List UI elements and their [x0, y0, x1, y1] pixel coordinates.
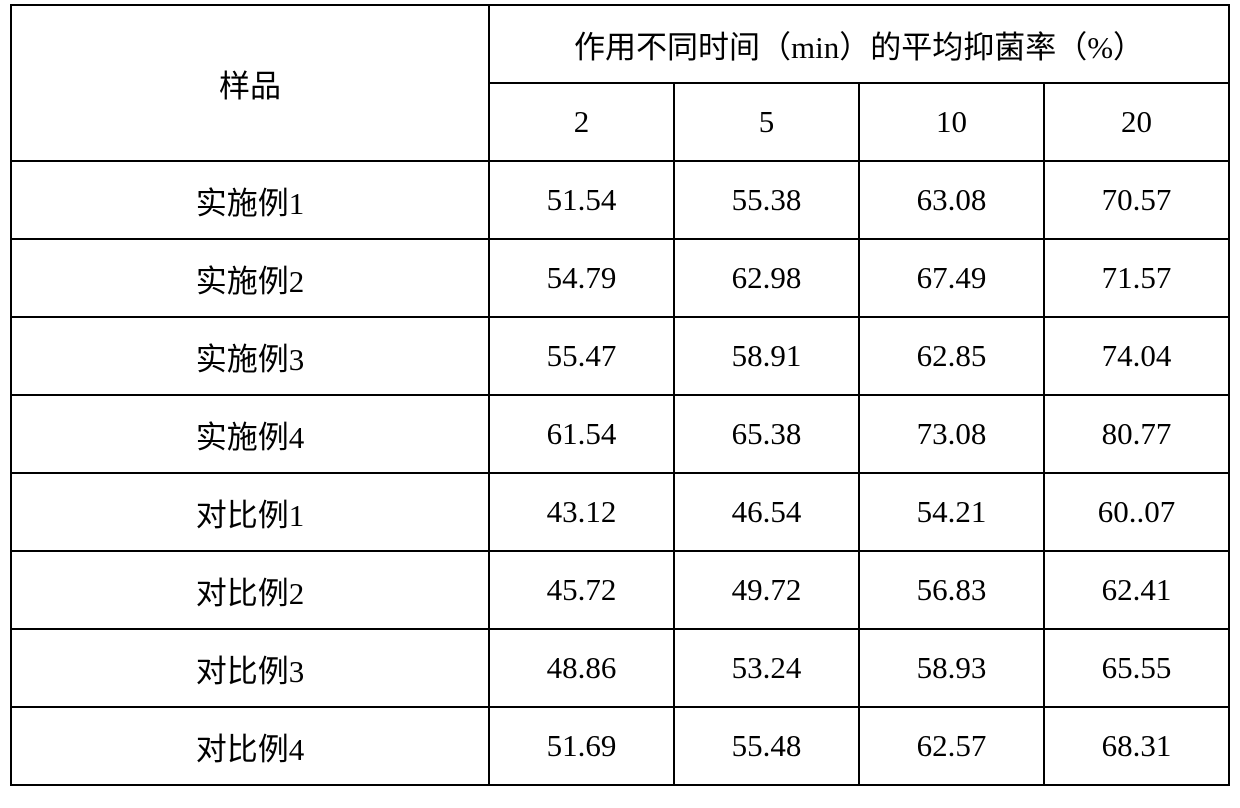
row0-label: 实施例1: [11, 161, 489, 239]
col-time-1: 5: [674, 83, 859, 161]
row5-col0: 45.72: [489, 551, 674, 629]
col-time-0: 2: [489, 83, 674, 161]
row6-label: 对比例3: [11, 629, 489, 707]
row3-col2: 73.08: [859, 395, 1044, 473]
row1-col3: 71.57: [1044, 239, 1229, 317]
table-row: 对比例2 45.72 49.72 56.83 62.41: [11, 551, 1229, 629]
row3-col1: 65.38: [674, 395, 859, 473]
inhibition-rate-table: 样品 作用不同时间（min）的平均抑菌率（%） 2 5 10 20 实施例1 5…: [10, 4, 1230, 786]
row6-col0: 48.86: [489, 629, 674, 707]
header-row: 样品 作用不同时间（min）的平均抑菌率（%）: [11, 5, 1229, 83]
row4-col2: 54.21: [859, 473, 1044, 551]
row5-col3: 62.41: [1044, 551, 1229, 629]
table-row: 实施例4 61.54 65.38 73.08 80.77: [11, 395, 1229, 473]
row6-col3: 65.55: [1044, 629, 1229, 707]
row3-label: 实施例4: [11, 395, 489, 473]
row2-col2: 62.85: [859, 317, 1044, 395]
row0-col2: 63.08: [859, 161, 1044, 239]
row4-col1: 46.54: [674, 473, 859, 551]
row4-label: 对比例1: [11, 473, 489, 551]
header-sample: 样品: [11, 5, 489, 161]
table-row: 对比例4 51.69 55.48 62.57 68.31: [11, 707, 1229, 785]
row0-col3: 70.57: [1044, 161, 1229, 239]
row0-col0: 51.54: [489, 161, 674, 239]
row5-col2: 56.83: [859, 551, 1044, 629]
row2-col1: 58.91: [674, 317, 859, 395]
table-row: 实施例3 55.47 58.91 62.85 74.04: [11, 317, 1229, 395]
row7-col3: 68.31: [1044, 707, 1229, 785]
row4-col0: 43.12: [489, 473, 674, 551]
row3-col3: 80.77: [1044, 395, 1229, 473]
row5-col1: 49.72: [674, 551, 859, 629]
row0-col1: 55.38: [674, 161, 859, 239]
row7-col1: 55.48: [674, 707, 859, 785]
row6-col1: 53.24: [674, 629, 859, 707]
row7-label: 对比例4: [11, 707, 489, 785]
table-row: 实施例2 54.79 62.98 67.49 71.57: [11, 239, 1229, 317]
row1-col0: 54.79: [489, 239, 674, 317]
col-time-3: 20: [1044, 83, 1229, 161]
row7-col0: 51.69: [489, 707, 674, 785]
row2-col0: 55.47: [489, 317, 674, 395]
row6-col2: 58.93: [859, 629, 1044, 707]
row5-label: 对比例2: [11, 551, 489, 629]
table-row: 实施例1 51.54 55.38 63.08 70.57: [11, 161, 1229, 239]
row2-col3: 74.04: [1044, 317, 1229, 395]
row7-col2: 62.57: [859, 707, 1044, 785]
header-group: 作用不同时间（min）的平均抑菌率（%）: [489, 5, 1229, 83]
table-container: 样品 作用不同时间（min）的平均抑菌率（%） 2 5 10 20 实施例1 5…: [0, 0, 1240, 790]
table-row: 对比例3 48.86 53.24 58.93 65.55: [11, 629, 1229, 707]
row1-col1: 62.98: [674, 239, 859, 317]
row3-col0: 61.54: [489, 395, 674, 473]
table-row: 对比例1 43.12 46.54 54.21 60..07: [11, 473, 1229, 551]
row1-label: 实施例2: [11, 239, 489, 317]
row1-col2: 67.49: [859, 239, 1044, 317]
row4-col3: 60..07: [1044, 473, 1229, 551]
row2-label: 实施例3: [11, 317, 489, 395]
col-time-2: 10: [859, 83, 1044, 161]
